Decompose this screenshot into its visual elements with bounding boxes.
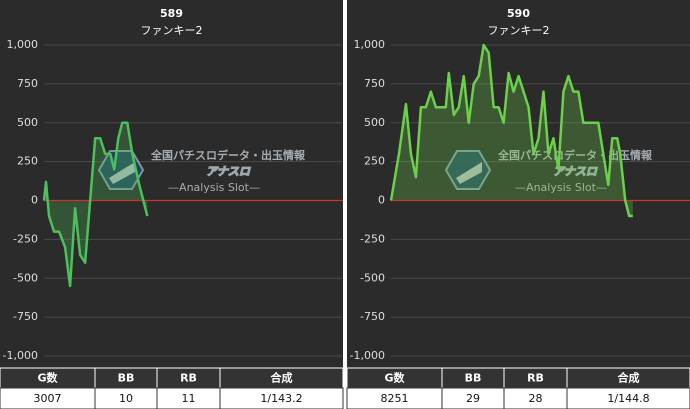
table-value: 8251 <box>381 392 409 405</box>
chart-title: 590 <box>507 7 530 20</box>
y-tick-label: -250 <box>13 232 38 245</box>
y-tick-label: 250 <box>17 155 38 168</box>
data-line <box>389 43 633 218</box>
area-fill <box>391 45 633 217</box>
table-cell <box>566 387 690 409</box>
y-tick-label: -250 <box>360 232 385 245</box>
table-value: 28 <box>529 392 543 405</box>
y-tick-label: -500 <box>13 271 38 284</box>
table-value: 29 <box>466 392 480 405</box>
table-header: G数 <box>384 371 405 385</box>
table-header: BB <box>465 372 482 385</box>
area-fill <box>44 122 148 287</box>
chart-subtitle: ファンキー2 <box>488 24 550 37</box>
table-value: 1/143.2 <box>260 392 302 405</box>
chart-title: 589 <box>160 7 183 20</box>
watermark-logo: アナスロ <box>206 165 251 178</box>
table-cell <box>219 387 344 409</box>
y-tick-label: 750 <box>17 77 38 90</box>
watermark-icon-inner <box>456 162 482 184</box>
watermark-logo: アナスロ <box>553 165 598 178</box>
table-value: 10 <box>119 392 133 405</box>
chart-subtitle: ファンキー2 <box>141 24 203 37</box>
y-tick-label: 250 <box>364 155 385 168</box>
y-tick-label: 750 <box>364 77 385 90</box>
y-tick-label: -750 <box>13 310 38 323</box>
y-tick-label: 1,000 <box>7 38 39 51</box>
watermark-icon-inner <box>109 162 135 184</box>
table-header: G数 <box>37 371 58 385</box>
panel-background <box>0 0 343 368</box>
y-tick-label: 0 <box>378 194 385 207</box>
table-value: 1/144.8 <box>607 392 649 405</box>
y-tick-label: 0 <box>31 194 38 207</box>
watermark-sub: —Analysis Slot— <box>168 181 260 194</box>
y-tick-label: -750 <box>360 310 385 323</box>
table-header: 合成 <box>271 371 293 385</box>
y-tick-label: 500 <box>17 116 38 129</box>
watermark-tagline: 全国パチスロデータ・出玉情報 <box>497 148 653 162</box>
table-header: RB <box>180 372 197 385</box>
table-header: RB <box>527 372 544 385</box>
data-line <box>42 121 149 288</box>
y-tick-label: -500 <box>360 271 385 284</box>
y-tick-label: -1,000 <box>3 349 38 362</box>
y-tick-label: 1,000 <box>354 38 386 51</box>
table-value: 3007 <box>34 392 62 405</box>
watermark-tagline: 全国パチスロデータ・出玉情報 <box>150 148 306 162</box>
table-header: 合成 <box>618 371 640 385</box>
panel-background <box>347 0 690 368</box>
y-tick-label: -1,000 <box>350 349 385 362</box>
y-tick-label: 500 <box>364 116 385 129</box>
table-value: 11 <box>182 392 196 405</box>
watermark-sub: —Analysis Slot— <box>515 181 607 194</box>
table-header: BB <box>118 372 135 385</box>
